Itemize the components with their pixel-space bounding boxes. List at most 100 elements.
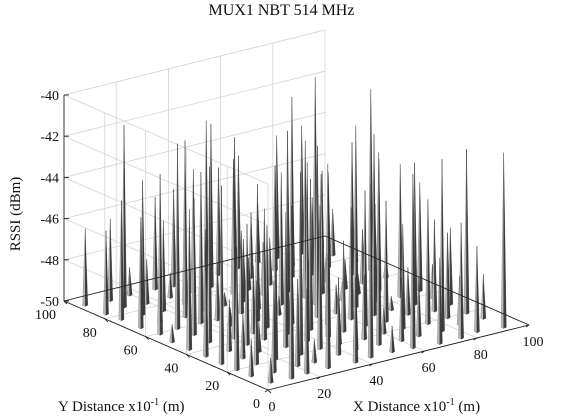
spike bbox=[480, 274, 484, 320]
x-tick-label: 40 bbox=[369, 374, 383, 389]
spike-shade bbox=[391, 296, 395, 312]
back-grid-z bbox=[63, 70, 326, 137]
spike-shade bbox=[242, 312, 246, 360]
spike-shade bbox=[412, 173, 416, 350]
spike-shade bbox=[447, 232, 451, 320]
spike-shade bbox=[418, 277, 422, 338]
x-tick-label: 20 bbox=[317, 387, 331, 402]
spike-shade bbox=[407, 267, 411, 316]
spike-shade bbox=[177, 143, 181, 331]
y-axis-label: Y Distance x10-1 (m) bbox=[58, 397, 185, 415]
z-tick-label: -42 bbox=[40, 130, 59, 145]
z-axis-label: RSSI (dBm) bbox=[8, 177, 24, 252]
spike-shade bbox=[343, 240, 347, 333]
spike-shade bbox=[301, 125, 305, 255]
spike-shade bbox=[383, 307, 387, 335]
spike-shade bbox=[466, 149, 470, 315]
floor-edge-right bbox=[324, 235, 530, 326]
spike bbox=[405, 267, 409, 316]
z-tick-label: -44 bbox=[40, 171, 59, 186]
spike bbox=[381, 307, 384, 335]
x-tick-label: 100 bbox=[523, 335, 544, 350]
spike-shade bbox=[246, 223, 250, 346]
spike-shade bbox=[221, 185, 225, 366]
spike bbox=[389, 325, 393, 354]
y-tick bbox=[226, 371, 231, 376]
z-tick-label: -48 bbox=[40, 254, 59, 269]
spike-shade bbox=[370, 183, 374, 359]
spike-shade bbox=[344, 259, 348, 291]
spike bbox=[410, 173, 414, 350]
spike-shade bbox=[355, 125, 359, 309]
spike bbox=[397, 164, 401, 299]
spike-shade bbox=[105, 230, 109, 316]
spike-shade bbox=[476, 245, 480, 334]
spike-shade bbox=[427, 199, 431, 326]
spike-shade bbox=[205, 255, 209, 358]
spike-shade bbox=[129, 267, 133, 297]
spike-shade bbox=[332, 208, 336, 257]
spike-shade bbox=[321, 170, 325, 295]
spike-shade bbox=[439, 257, 443, 345]
spike-shade bbox=[450, 227, 454, 306]
spike-shade bbox=[503, 152, 507, 329]
y-axis-line bbox=[63, 300, 269, 391]
y-tick-label: 40 bbox=[164, 361, 178, 376]
spike-shade bbox=[189, 209, 193, 351]
spike-shade bbox=[270, 357, 274, 384]
axis-lines bbox=[63, 94, 530, 394]
spike-shade bbox=[243, 239, 247, 303]
y-tick-label: 80 bbox=[83, 326, 97, 341]
floor-grid-x bbox=[116, 287, 321, 378]
tick-labels: 0 20 40 60 80 100 0 20 40 60 80 100 -40 -42 -44 -46 -48 -… bbox=[35, 89, 544, 415]
back-grid-z bbox=[63, 153, 326, 219]
spike-shade bbox=[291, 205, 295, 380]
spike-shade bbox=[209, 166, 213, 344]
spike-shade bbox=[159, 173, 163, 336]
spike bbox=[333, 284, 337, 315]
spike-shade bbox=[275, 197, 279, 361]
spike-shade bbox=[441, 159, 445, 333]
spike-shade bbox=[291, 96, 295, 279]
x-tick bbox=[316, 376, 321, 380]
chart-title: MUX1 NBT 514 MHz bbox=[208, 2, 355, 19]
x-axis-label: X Distance x10-1 (m) bbox=[353, 397, 480, 415]
spike-shade bbox=[287, 252, 291, 336]
spike-shade bbox=[310, 178, 314, 332]
spike-shade bbox=[434, 219, 438, 313]
spike bbox=[463, 149, 467, 315]
spike-shade bbox=[200, 172, 204, 325]
x-tick-label: 0 bbox=[269, 400, 276, 415]
x-tick-label: 60 bbox=[422, 361, 436, 376]
spike-shade bbox=[171, 324, 175, 344]
y-tick bbox=[104, 318, 109, 323]
z-tick-label: -46 bbox=[40, 213, 59, 228]
spike-shade bbox=[163, 220, 167, 313]
spike bbox=[444, 232, 448, 320]
y-tick bbox=[267, 389, 272, 394]
spike bbox=[271, 280, 275, 374]
spike-shade bbox=[210, 123, 214, 289]
y-tick-label: 0 bbox=[253, 397, 260, 412]
spike-shade bbox=[123, 125, 127, 309]
spike-shade bbox=[351, 142, 355, 276]
spike bbox=[417, 182, 420, 293]
spikes bbox=[82, 77, 507, 384]
spike-shade bbox=[373, 134, 377, 317]
spike-shade bbox=[327, 253, 331, 370]
spike-shade bbox=[350, 207, 354, 321]
spike-shade bbox=[273, 280, 277, 374]
spike-shade bbox=[385, 200, 389, 323]
spike bbox=[294, 279, 298, 368]
spike-shade bbox=[264, 208, 268, 341]
spike-shade bbox=[391, 325, 395, 354]
spike-shade bbox=[364, 274, 367, 341]
floor-edge-back bbox=[63, 235, 326, 302]
spike-shade bbox=[401, 277, 405, 343]
x-tick bbox=[264, 389, 269, 393]
spike-shade bbox=[170, 272, 173, 299]
spike bbox=[348, 207, 352, 321]
x-tick bbox=[525, 324, 530, 328]
spike-shade bbox=[238, 155, 242, 270]
